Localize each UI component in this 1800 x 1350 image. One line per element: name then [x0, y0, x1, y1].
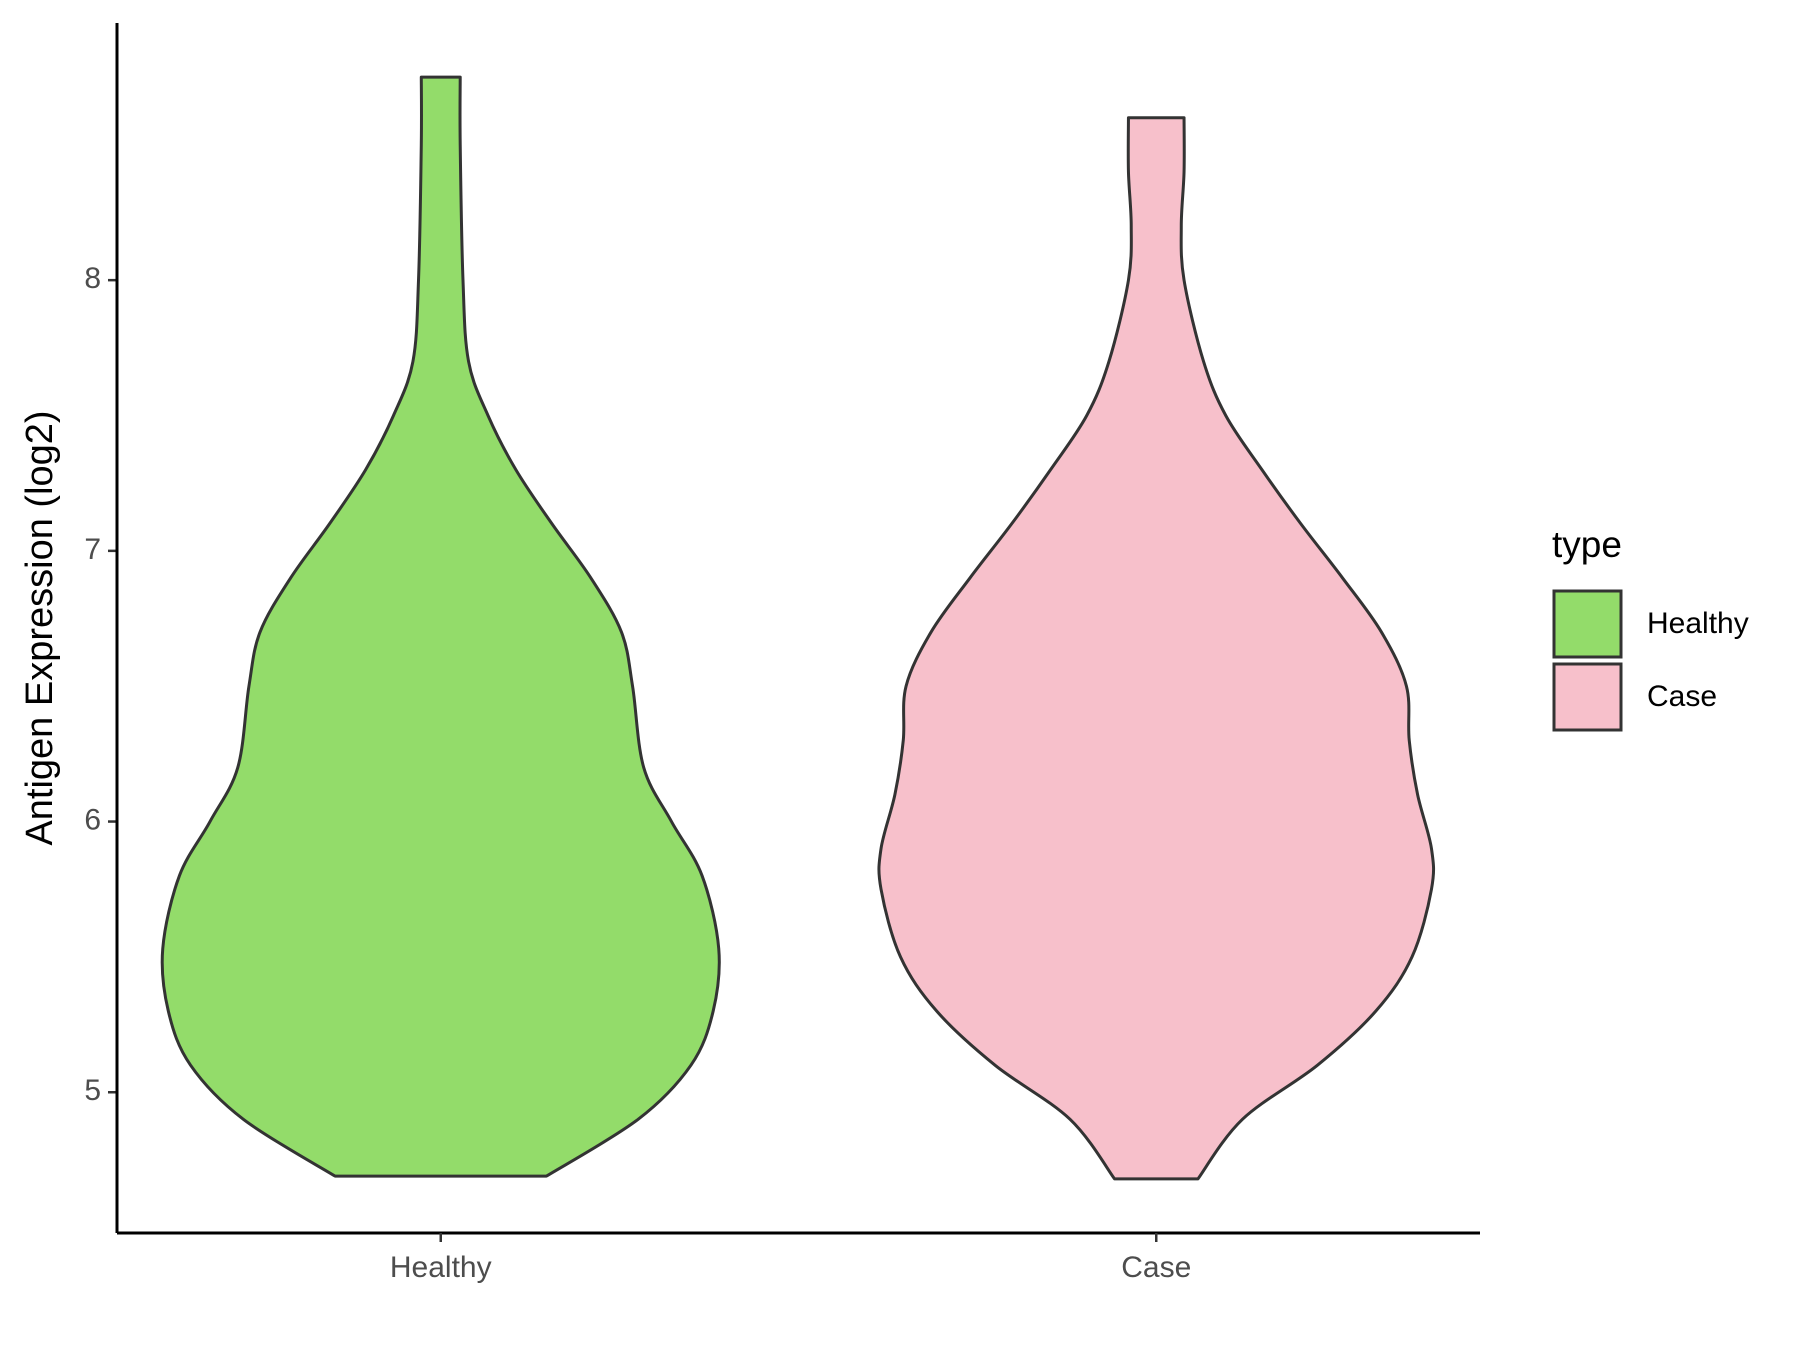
x-tick-label: Healthy: [390, 1251, 492, 1284]
legend-key: [1552, 589, 1623, 659]
y-tick-label: 5: [84, 1074, 101, 1107]
y-tick-label: 8: [84, 262, 101, 295]
legend-title: type: [1552, 524, 1622, 565]
x-tick-label: Case: [1121, 1251, 1191, 1284]
violin: [877, 116, 1436, 1181]
y-tick-label: 7: [84, 533, 101, 566]
legend-label: Case: [1647, 680, 1717, 713]
violin: [160, 75, 721, 1178]
y-axis-label: Antigen Expression (log2): [19, 410, 61, 845]
y-tick-label: 6: [84, 803, 101, 836]
legend-label: Healthy: [1647, 607, 1749, 640]
legend-key: [1552, 662, 1623, 732]
